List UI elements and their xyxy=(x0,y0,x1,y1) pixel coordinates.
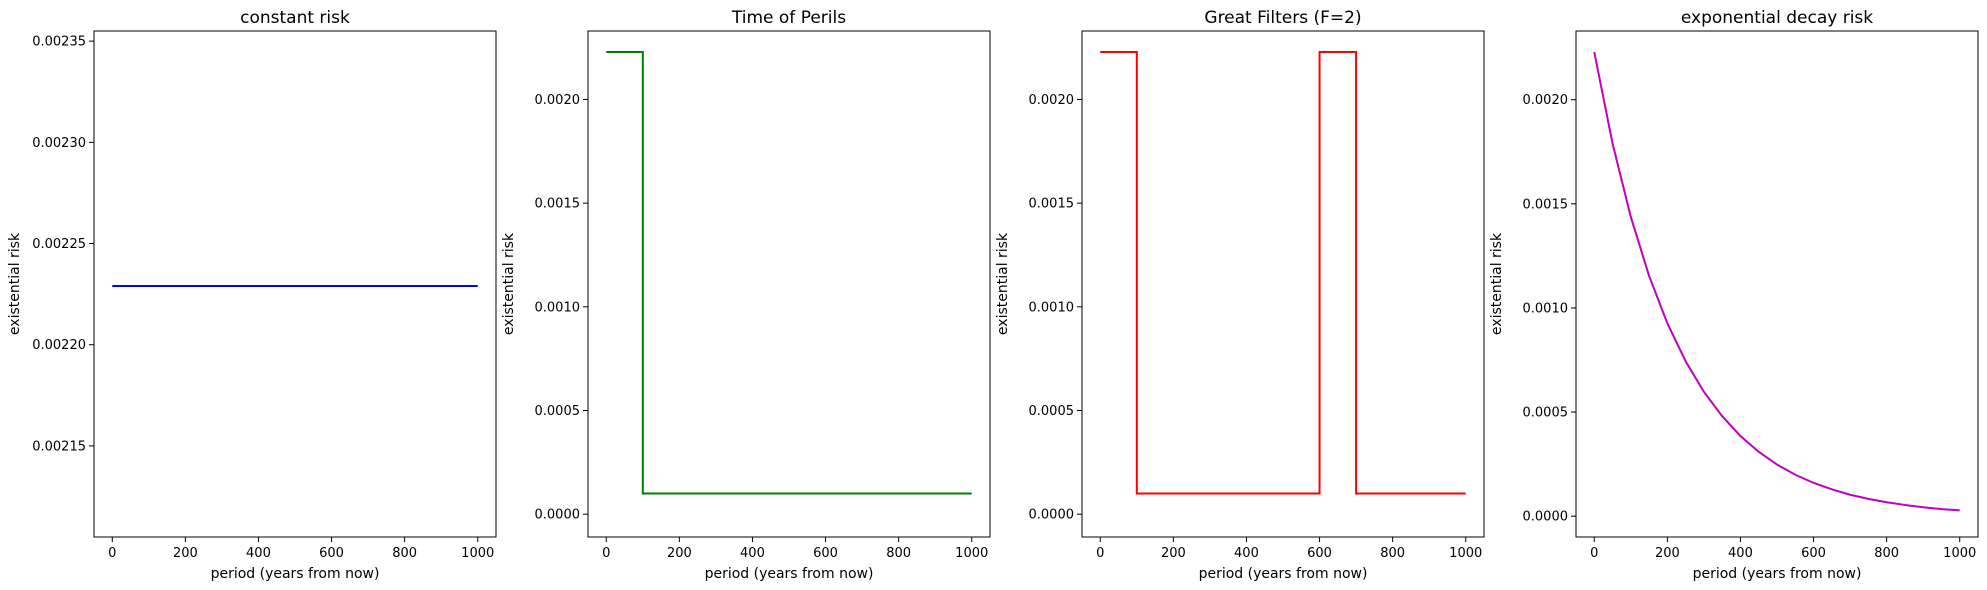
y-tick-label: 0.0005 xyxy=(535,404,581,419)
x-tick-label: 600 xyxy=(1801,546,1826,561)
x-tick-label: 400 xyxy=(1728,546,1753,561)
x-tick-label: 1000 xyxy=(955,546,988,561)
x-tick-label: 800 xyxy=(886,546,911,561)
plot-frame xyxy=(93,30,497,538)
plot-frame xyxy=(1081,30,1485,538)
x-tick-label: 400 xyxy=(1234,546,1259,561)
y-axis-label: existential risk xyxy=(501,232,517,335)
subplot-4: exponential decay risk 0 200 400 600 800 1000 0… xyxy=(1489,8,1979,582)
x-tick-label: 600 xyxy=(319,546,344,561)
x-tick-label: 200 xyxy=(667,546,692,561)
y-tick-label: 0.00235 xyxy=(32,35,86,50)
y-tick-label: 0.0010 xyxy=(1029,300,1075,315)
y-tick-label: 0.0015 xyxy=(535,197,581,212)
x-tick-label: 200 xyxy=(1655,546,1680,561)
y-tick-label: 0.0015 xyxy=(1029,197,1075,212)
x-tick-label: 0 xyxy=(1590,546,1598,561)
plot-frame xyxy=(1575,30,1979,538)
series-line xyxy=(1593,51,1960,512)
y-axis-label: existential risk xyxy=(7,232,23,335)
x-axis-label: period (years from now) xyxy=(1199,566,1368,582)
y-tick-label: 0.0020 xyxy=(535,93,581,108)
x-tick-label: 0 xyxy=(602,546,610,561)
x-tick-label: 600 xyxy=(1307,546,1332,561)
x-tick-label: 400 xyxy=(246,546,271,561)
y-tick-label: 0.0005 xyxy=(1029,404,1075,419)
y-tick-label: 0.0005 xyxy=(1523,406,1569,421)
x-tick-label: 1000 xyxy=(1449,546,1482,561)
y-axis-label: existential risk xyxy=(1489,232,1505,335)
series-line xyxy=(606,50,972,495)
x-tick-label: 1000 xyxy=(1943,546,1976,561)
y-tick-label: 0.0010 xyxy=(535,300,581,315)
x-tick-label: 200 xyxy=(1161,546,1186,561)
subplot-title: Great Filters (F=2) xyxy=(1204,8,1361,28)
x-tick-label: 1000 xyxy=(461,546,494,561)
x-tick-label: 200 xyxy=(173,546,198,561)
y-tick-label: 0.00220 xyxy=(32,338,86,353)
x-axis-label: period (years from now) xyxy=(1693,566,1862,582)
x-axis-label: period (years from now) xyxy=(705,566,874,582)
y-tick-label: 0.0015 xyxy=(1523,197,1569,212)
x-tick-label: 0 xyxy=(108,546,116,561)
y-tick-label: 0.0000 xyxy=(535,508,581,523)
subplot-title: constant risk xyxy=(240,8,350,28)
y-tick-label: 0.0020 xyxy=(1523,93,1569,108)
subplot-2: Time of Perils 0 200 400 600 800 1000 0.0000 0.0… xyxy=(501,8,991,582)
x-tick-label: 0 xyxy=(1096,546,1104,561)
subplot-title: exponential decay risk xyxy=(1681,8,1873,28)
series-line xyxy=(1100,50,1466,495)
subplot-title: Time of Perils xyxy=(731,8,846,28)
subplot-1: constant risk 0 200 400 600 800 1000 0.00215 0.0… xyxy=(7,8,497,582)
x-tick-label: 400 xyxy=(740,546,765,561)
y-tick-label: 0.00225 xyxy=(32,237,86,252)
y-tick-label: 0.0000 xyxy=(1029,508,1075,523)
x-tick-label: 800 xyxy=(1380,546,1405,561)
x-tick-label: 800 xyxy=(392,546,417,561)
y-tick-label: 0.0010 xyxy=(1523,301,1569,316)
y-axis-label: existential risk xyxy=(995,232,1011,335)
y-tick-label: 0.00215 xyxy=(32,439,86,454)
subplot-3: Great Filters (F=2) 0 200 400 600 800 1000 0.00… xyxy=(995,8,1485,582)
x-tick-label: 600 xyxy=(813,546,838,561)
y-tick-label: 0.0020 xyxy=(1029,93,1075,108)
x-tick-label: 800 xyxy=(1874,546,1899,561)
y-tick-label: 0.0000 xyxy=(1523,510,1569,525)
plot-frame xyxy=(587,30,991,538)
y-tick-label: 0.00230 xyxy=(32,136,86,151)
x-axis-label: period (years from now) xyxy=(211,566,380,582)
